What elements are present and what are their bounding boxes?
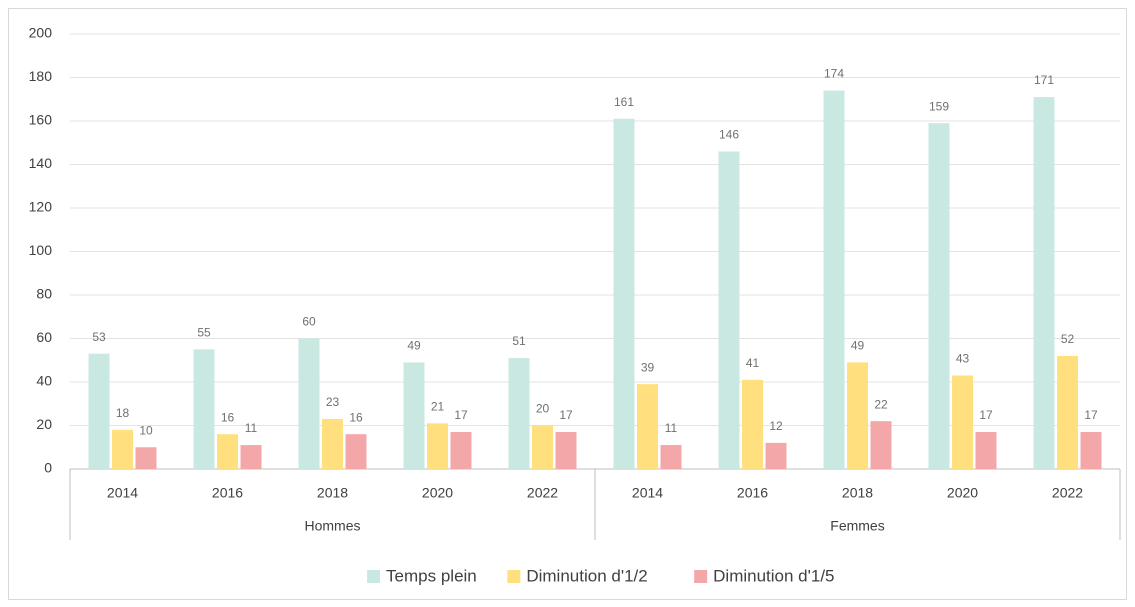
value-label: 53 [92, 330, 106, 344]
y-tick-label: 80 [36, 286, 52, 302]
y-tick-label: 140 [29, 155, 53, 171]
legend-swatch [507, 570, 521, 583]
bar [847, 362, 868, 469]
bar [952, 375, 973, 469]
bar [637, 384, 658, 469]
x-tick-label: 2018 [317, 485, 348, 501]
value-label: 146 [719, 128, 739, 142]
chart-border [8, 8, 1127, 600]
value-label: 18 [116, 406, 130, 420]
bar [1080, 432, 1102, 469]
bar [555, 432, 577, 469]
value-label: 22 [874, 397, 888, 411]
x-tick-label: 2020 [947, 485, 978, 501]
bar [427, 423, 448, 469]
bar [718, 151, 740, 469]
x-tick-label: 2022 [527, 485, 558, 501]
x-tick-label: 2018 [842, 485, 873, 501]
value-label: 171 [1034, 73, 1054, 87]
x-tick-label: 2014 [632, 485, 663, 501]
bar [532, 425, 553, 469]
x-tick-label: 2016 [212, 485, 243, 501]
value-label: 20 [536, 402, 550, 416]
value-label: 174 [824, 67, 844, 81]
value-label: 55 [197, 326, 211, 340]
bar [975, 432, 997, 469]
value-label: 17 [979, 408, 993, 422]
bar [112, 429, 133, 469]
value-label: 159 [929, 99, 949, 113]
value-label: 49 [851, 339, 865, 353]
value-label: 43 [956, 352, 970, 366]
y-tick-label: 120 [29, 199, 53, 215]
value-label: 11 [665, 421, 678, 435]
value-label: 17 [559, 408, 573, 422]
x-tick-label: 2020 [422, 485, 453, 501]
bar [1033, 97, 1055, 469]
value-label: 39 [641, 360, 655, 374]
bar [403, 362, 425, 469]
value-label: 41 [746, 356, 760, 370]
bar [765, 442, 787, 469]
bar [217, 434, 238, 469]
value-label: 60 [302, 315, 316, 329]
bar [1057, 355, 1078, 469]
legend-swatch [694, 570, 708, 583]
value-label: 49 [407, 339, 421, 353]
bar [240, 445, 262, 469]
value-label: 11 [245, 421, 258, 435]
value-label: 23 [326, 395, 340, 409]
x-tick-label: 2022 [1052, 485, 1083, 501]
group-label: Hommes [304, 518, 360, 534]
x-tick-label: 2014 [107, 485, 138, 501]
bar [742, 379, 763, 469]
y-tick-label: 160 [29, 112, 53, 128]
group-label: Femmes [830, 518, 884, 534]
value-label: 51 [512, 334, 526, 348]
bar [88, 353, 110, 469]
bar [508, 358, 530, 469]
legend-label: Temps plein [386, 566, 477, 585]
bar [870, 421, 892, 469]
y-tick-label: 200 [29, 25, 53, 41]
y-tick-label: 0 [44, 460, 52, 476]
bar [928, 123, 950, 470]
legend-swatch [367, 570, 381, 583]
y-tick-label: 100 [29, 242, 53, 258]
y-tick-label: 20 [36, 416, 52, 432]
bar [823, 90, 845, 470]
bar [193, 349, 215, 469]
value-label: 10 [139, 423, 153, 437]
bar [345, 434, 367, 469]
bar [660, 445, 682, 469]
bar [298, 338, 320, 469]
value-label: 17 [454, 408, 468, 422]
value-label: 16 [221, 410, 235, 424]
x-tick-label: 2016 [737, 485, 768, 501]
value-label: 12 [769, 419, 783, 433]
bar [135, 447, 157, 469]
value-label: 21 [431, 399, 445, 413]
value-label: 161 [614, 95, 634, 109]
value-label: 52 [1061, 332, 1075, 346]
bar [322, 418, 343, 469]
legend-label: Diminution d'1/2 [526, 566, 647, 585]
legend-label: Diminution d'1/5 [713, 566, 834, 585]
bar [450, 432, 472, 469]
y-tick-label: 180 [29, 68, 53, 84]
value-label: 16 [349, 410, 363, 424]
value-label: 17 [1084, 408, 1098, 422]
bar [613, 118, 635, 469]
y-tick-label: 60 [36, 329, 52, 345]
y-tick-label: 40 [36, 373, 52, 389]
